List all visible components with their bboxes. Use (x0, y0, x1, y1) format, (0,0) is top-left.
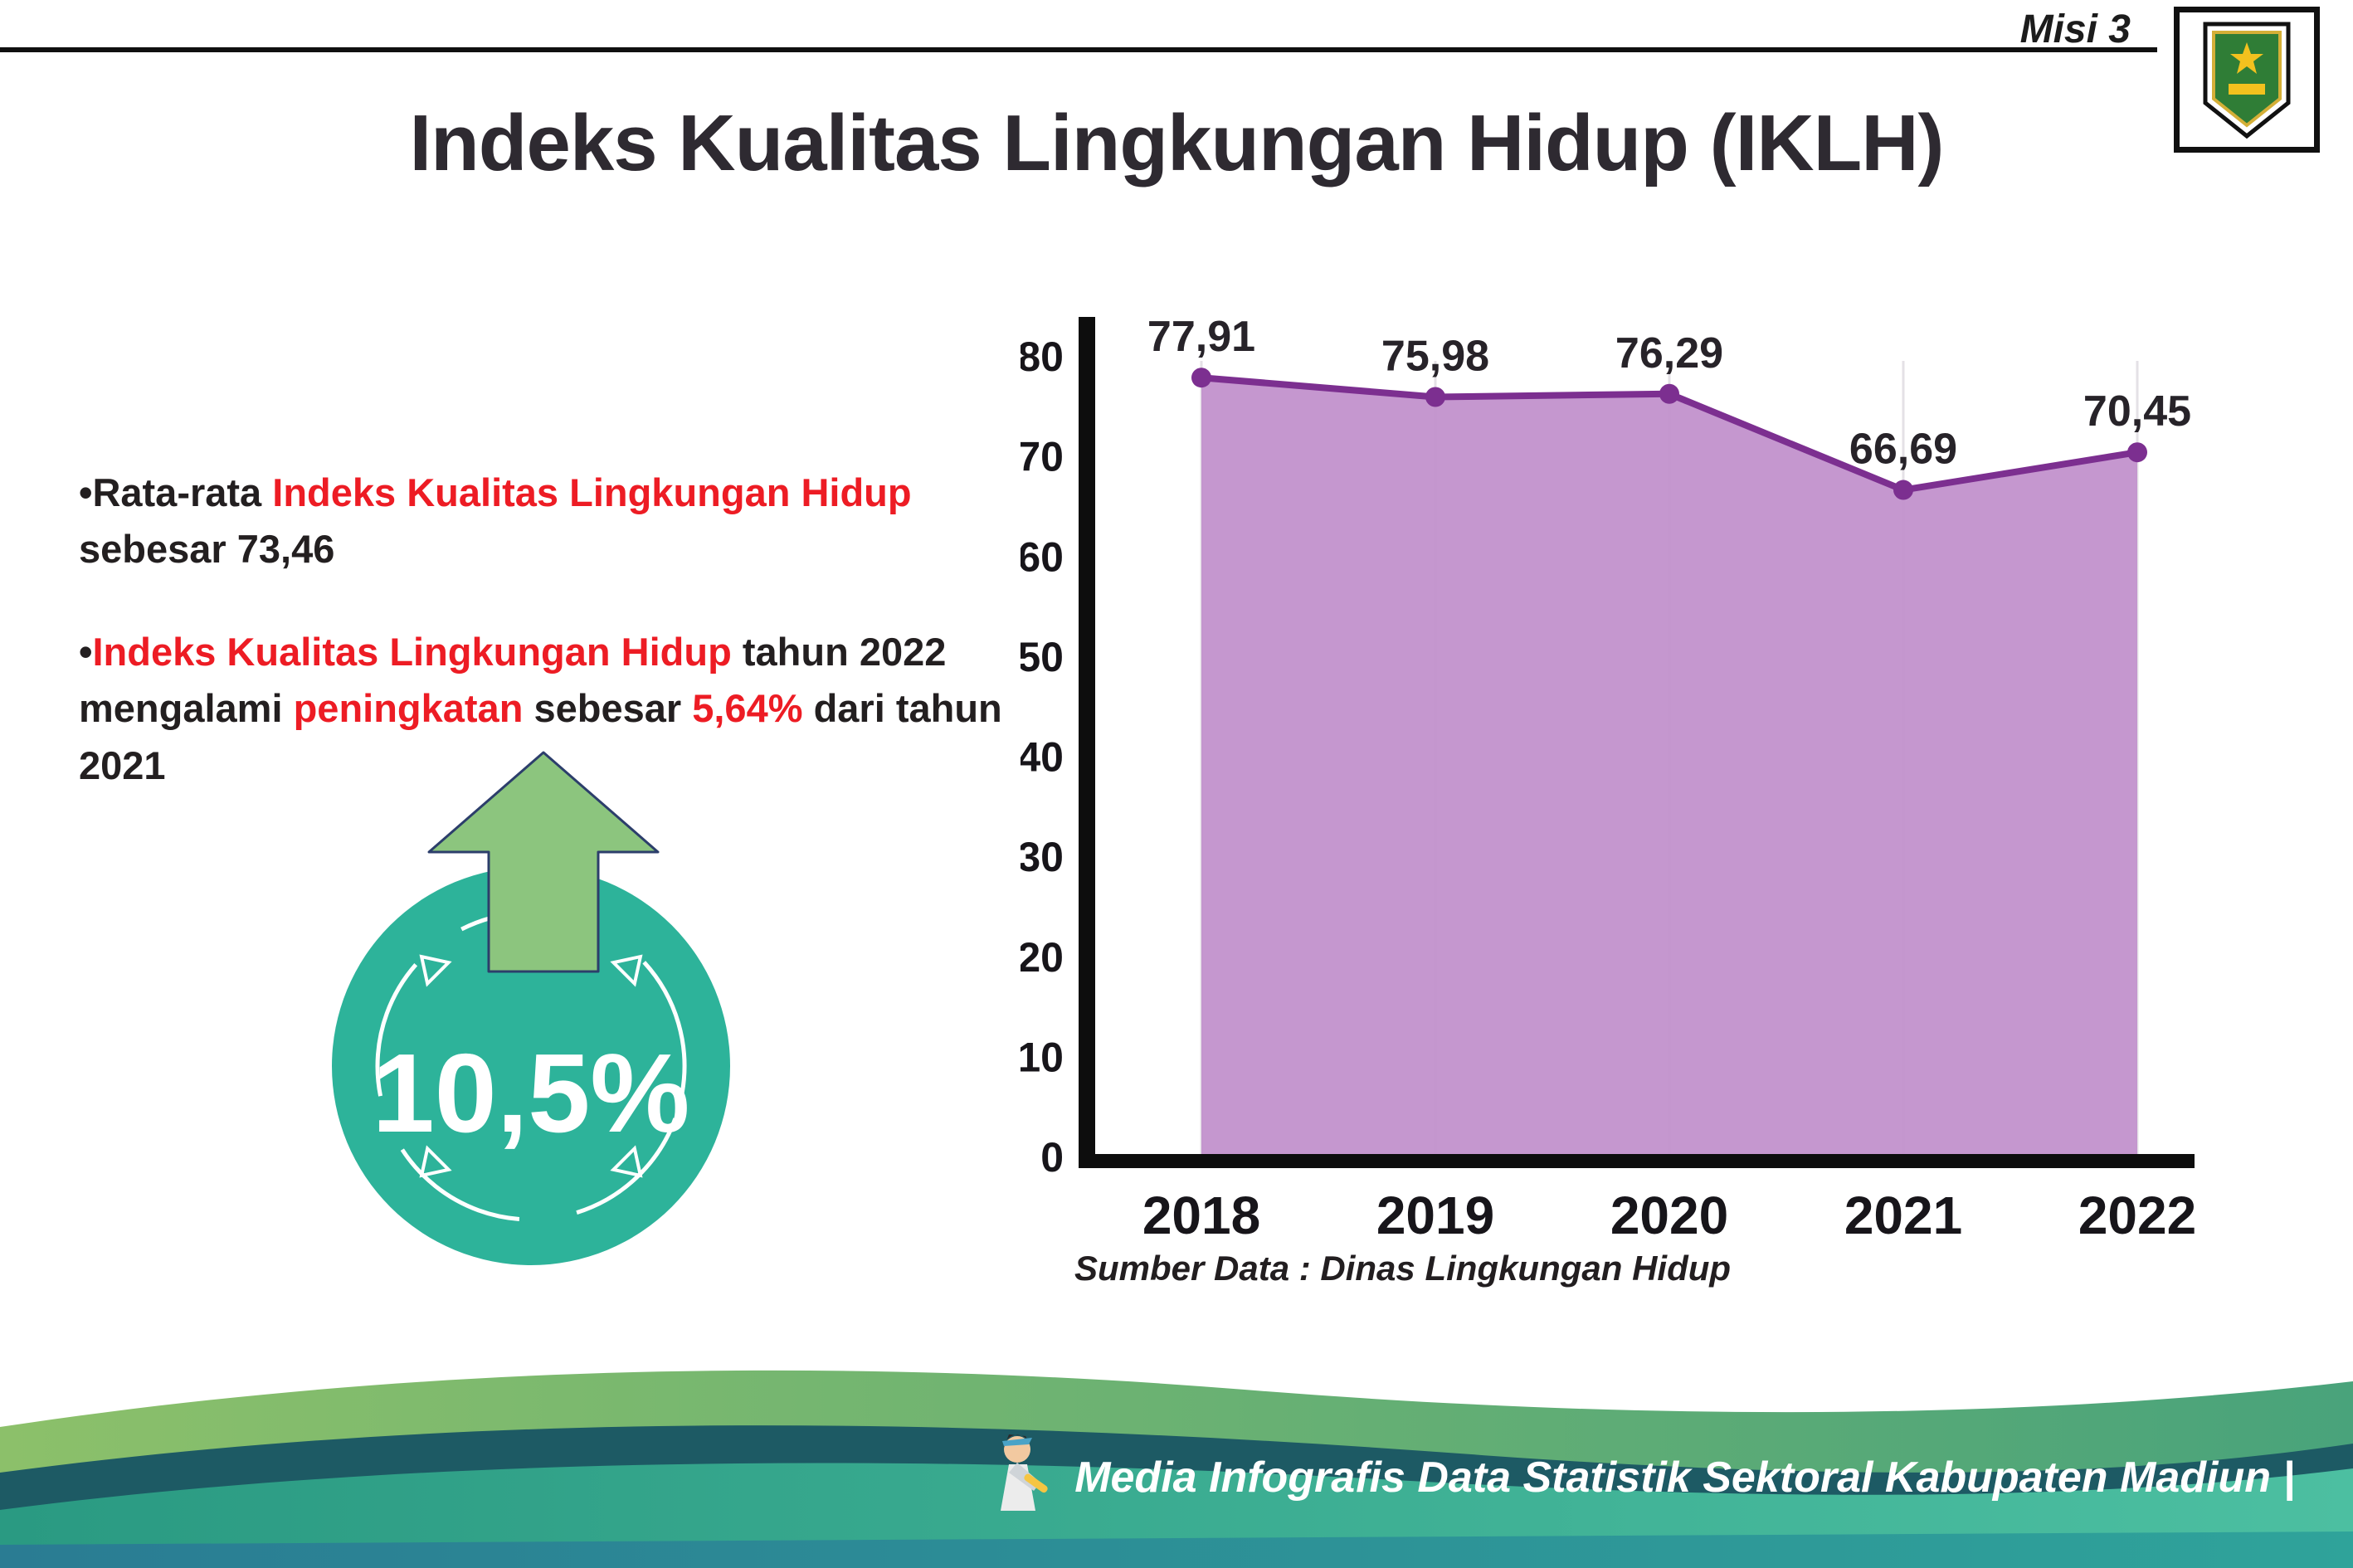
page-title: Indeks Kualitas Lingkungan Hidup (IKLH) (409, 99, 1944, 187)
svg-text:30: 30 (1021, 834, 1064, 880)
svg-text:2022: 2022 (2078, 1186, 2196, 1245)
bullet-text-highlight: Indeks Kualitas Lingkungan Hidup (272, 470, 912, 514)
svg-text:2018: 2018 (1142, 1186, 1260, 1245)
bullet-text: sebesar (523, 686, 693, 731)
bullet-text-highlight: peningkatan (293, 686, 524, 731)
bullet-text-highlight: Indeks Kualitas Lingkungan Hidup (92, 630, 732, 674)
svg-text:77,91: 77,91 (1147, 313, 1255, 361)
kabupaten-madiun-logo (2174, 7, 2320, 153)
header-rule (0, 47, 2157, 52)
svg-text:0: 0 (1040, 1134, 1064, 1181)
footer-credit-text: Media Infografis Data Statistik Sektoral… (1074, 1453, 2295, 1502)
iklh-chart-container: 77,91 75,98 76,29 66,69 70,45 0 10 20 30 40 50 60 70… (1017, 265, 2232, 1294)
bullet-text: dari tahun 2021 (79, 686, 1002, 787)
bullet-text: sebesar 73,46 (79, 527, 335, 572)
bullet-text: tahun 2022 mengalami (79, 630, 947, 731)
svg-text:80: 80 (1021, 334, 1064, 380)
up-arrow-icon (427, 751, 660, 973)
bullet-text-highlight: 5,64% (692, 686, 803, 731)
mascot-icon (1001, 1434, 1048, 1511)
kabupaten-madiun-crest-icon (2203, 22, 2291, 139)
svg-text:75,98: 75,98 (1381, 332, 1489, 380)
svg-text:40: 40 (1021, 734, 1064, 781)
bullet-list: •Rata-rata Indeks Kualitas Lingkungan Hi… (79, 465, 1016, 840)
bullet-text: • (79, 630, 93, 674)
bullet-item-average: •Rata-rata Indeks Kualitas Lingkungan Hi… (79, 465, 1016, 577)
increase-badge-value: 10,5% (372, 1030, 690, 1156)
bullet-text: •Rata-rata (79, 470, 273, 514)
svg-text:10: 10 (1021, 1034, 1064, 1080)
svg-text:2021: 2021 (1844, 1186, 1962, 1245)
chart-source-note: Sumber Data : Dinas Lingkungan Hidup (1074, 1249, 1732, 1288)
svg-text:50: 50 (1021, 634, 1064, 680)
svg-text:70: 70 (1021, 434, 1064, 480)
svg-text:2019: 2019 (1376, 1186, 1494, 1245)
svg-text:76,29: 76,29 (1615, 329, 1723, 377)
svg-text:60: 60 (1021, 533, 1064, 580)
footer-waves-decoration (0, 1370, 2353, 1568)
svg-text:70,45: 70,45 (2083, 387, 2191, 436)
iklh-area-chart: 77,91 75,98 76,29 66,69 70,45 0 10 20 30 40 50 60 70… (1017, 313, 2196, 1245)
svg-text:2020: 2020 (1610, 1186, 1728, 1245)
svg-text:20: 20 (1021, 934, 1064, 981)
bullet-item-increase: •Indeks Kualitas Lingkungan Hidup tahun … (79, 624, 1016, 793)
misi-label: Misi 3 (2019, 7, 2131, 51)
svg-text:66,69: 66,69 (1849, 426, 1957, 474)
footer-credit: Media Infografis Data Statistik Sektoral… (977, 1429, 2295, 1525)
